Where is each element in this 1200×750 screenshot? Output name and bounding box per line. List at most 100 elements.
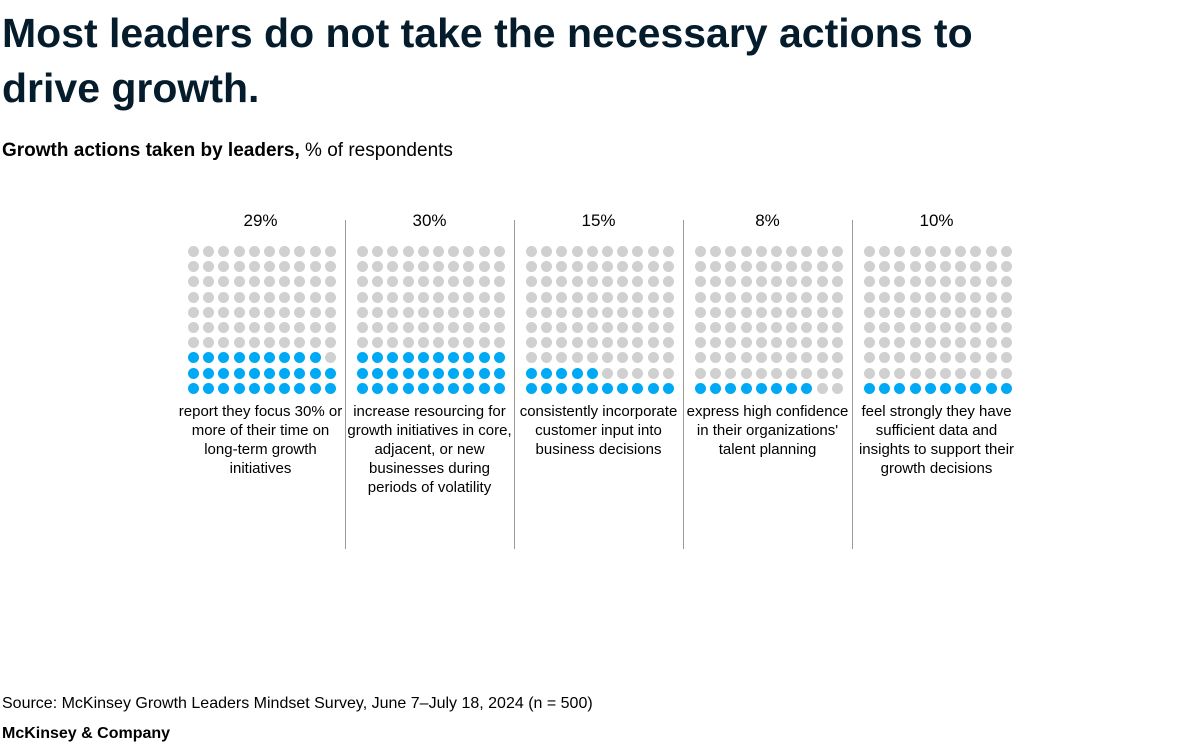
empty-dot <box>662 276 674 288</box>
empty-dot <box>402 291 414 303</box>
empty-dot <box>433 322 444 333</box>
empty-dot <box>710 261 722 273</box>
empty-dot <box>985 246 997 257</box>
filled-dot <box>218 382 230 394</box>
empty-dot <box>541 322 553 333</box>
empty-dot <box>831 352 843 364</box>
empty-dot <box>309 337 321 349</box>
filled-dot <box>879 382 891 394</box>
empty-dot <box>463 337 475 349</box>
filled-dot <box>755 382 767 394</box>
empty-dot <box>985 306 997 318</box>
empty-dot <box>526 276 537 288</box>
filled-dot <box>372 367 384 379</box>
filled-dot <box>602 382 613 394</box>
empty-dot <box>417 246 429 257</box>
filled-dot <box>264 352 275 364</box>
filled-dot <box>710 382 722 394</box>
filled-dot <box>357 352 368 364</box>
empty-dot <box>233 306 245 318</box>
empty-dot <box>309 306 321 318</box>
empty-dot <box>801 261 813 273</box>
empty-dot <box>188 337 199 349</box>
filled-dot <box>556 382 568 394</box>
empty-dot <box>831 382 843 394</box>
empty-dot <box>710 291 722 303</box>
empty-dot <box>264 246 275 257</box>
percent-label: 8% <box>755 211 780 230</box>
filled-dot <box>357 382 368 394</box>
empty-dot <box>357 306 368 318</box>
empty-dot <box>970 352 982 364</box>
empty-dot <box>1000 322 1012 333</box>
empty-dot <box>264 276 275 288</box>
filled-dot <box>417 352 429 364</box>
empty-dot <box>771 352 782 364</box>
empty-dot <box>218 261 230 273</box>
empty-dot <box>662 322 674 333</box>
filled-dot <box>526 367 537 379</box>
empty-dot <box>586 276 598 288</box>
empty-dot <box>279 306 291 318</box>
empty-dot <box>248 306 260 318</box>
empty-dot <box>602 291 613 303</box>
waffle-chart: 29% report they focus 30% or more of the… <box>176 200 1022 560</box>
empty-dot <box>357 322 368 333</box>
filled-dot <box>248 367 260 379</box>
empty-dot <box>556 261 568 273</box>
empty-dot <box>387 291 399 303</box>
empty-dot <box>1000 367 1012 379</box>
empty-dot <box>864 276 875 288</box>
filled-dot <box>188 367 199 379</box>
empty-dot <box>864 352 875 364</box>
filled-dot <box>188 352 199 364</box>
empty-dot <box>571 306 583 318</box>
empty-dot <box>740 337 752 349</box>
empty-dot <box>740 291 752 303</box>
empty-dot <box>771 367 782 379</box>
empty-dot <box>324 322 336 333</box>
empty-dot <box>695 276 706 288</box>
empty-dot <box>894 337 906 349</box>
empty-dot <box>879 322 891 333</box>
filled-dot <box>324 367 336 379</box>
empty-dot <box>586 261 598 273</box>
empty-dot <box>324 337 336 349</box>
empty-dot <box>417 322 429 333</box>
empty-dot <box>924 246 936 257</box>
filled-dot <box>725 382 737 394</box>
column-description: feel strongly they have sufficient data … <box>858 403 1015 477</box>
empty-dot <box>632 367 644 379</box>
chart-title: Most leaders do not take the necessary a… <box>2 10 973 111</box>
empty-dot <box>556 246 568 257</box>
empty-dot <box>188 276 199 288</box>
empty-dot <box>924 322 936 333</box>
empty-dot <box>448 291 460 303</box>
empty-dot <box>357 291 368 303</box>
empty-dot <box>493 246 505 257</box>
empty-dot <box>831 246 843 257</box>
empty-dot <box>309 276 321 288</box>
empty-dot <box>433 291 444 303</box>
empty-dot <box>940 276 951 288</box>
empty-dot <box>541 306 553 318</box>
empty-dot <box>279 291 291 303</box>
empty-dot <box>771 322 782 333</box>
empty-dot <box>279 261 291 273</box>
filled-dot <box>541 367 553 379</box>
empty-dot <box>309 261 321 273</box>
empty-dot <box>463 276 475 288</box>
subtitle-unit: % of respondents <box>299 140 453 161</box>
empty-dot <box>324 246 336 257</box>
filled-dot <box>309 382 321 394</box>
empty-dot <box>786 322 798 333</box>
empty-dot <box>710 276 722 288</box>
empty-dot <box>771 291 782 303</box>
empty-dot <box>816 367 828 379</box>
filled-dot <box>924 382 936 394</box>
empty-dot <box>955 276 967 288</box>
empty-dot <box>417 261 429 273</box>
empty-dot <box>602 337 613 349</box>
filled-dot <box>248 352 260 364</box>
empty-dot <box>816 337 828 349</box>
